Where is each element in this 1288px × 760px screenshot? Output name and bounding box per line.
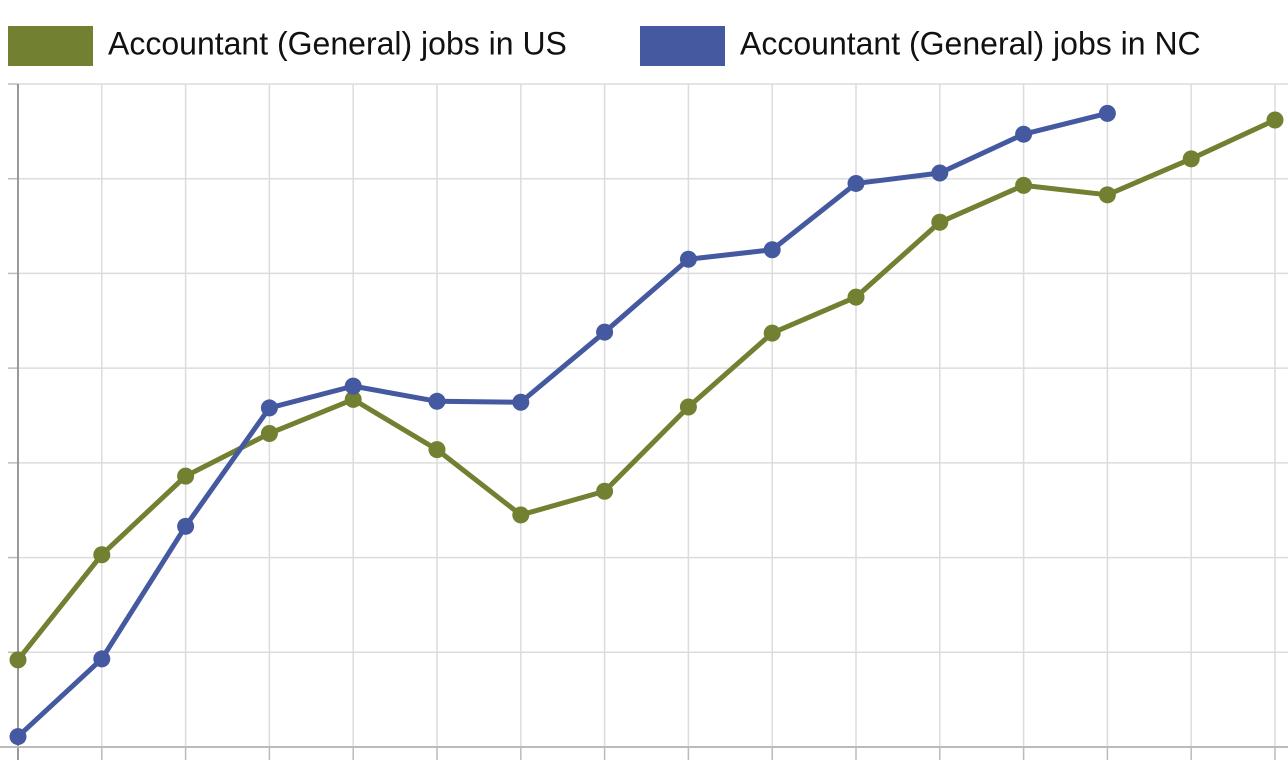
data-point	[931, 213, 949, 231]
data-point	[428, 392, 446, 410]
data-point	[260, 399, 278, 417]
data-point	[763, 324, 781, 342]
data-point	[9, 651, 27, 669]
legend-label: Accountant (General) jobs in NC	[740, 25, 1201, 61]
data-point	[1015, 125, 1033, 143]
data-point	[512, 506, 530, 524]
data-point	[1182, 150, 1200, 168]
data-point	[847, 288, 865, 306]
data-point	[1098, 104, 1116, 122]
data-point	[177, 517, 195, 535]
data-point	[847, 174, 865, 192]
series-line	[16, 110, 1109, 739]
data-point	[763, 241, 781, 259]
series-line	[16, 117, 1277, 662]
data-point	[931, 164, 949, 182]
legend-label: Accountant (General) jobs in US	[108, 25, 567, 61]
data-point	[1266, 111, 1284, 129]
legend-swatch	[640, 26, 725, 66]
data-point	[260, 424, 278, 442]
data-point	[9, 728, 27, 746]
legend-swatch	[8, 26, 93, 66]
data-point	[596, 323, 614, 341]
data-point	[93, 650, 111, 668]
data-point	[679, 250, 697, 268]
data-point	[428, 441, 446, 459]
data-point	[93, 546, 111, 564]
data-point	[1098, 186, 1116, 204]
data-point	[512, 393, 530, 411]
data-point	[344, 390, 362, 408]
data-point	[344, 377, 362, 395]
data-point	[1015, 176, 1033, 194]
data-point	[596, 482, 614, 500]
data-point	[679, 398, 697, 416]
data-point	[177, 467, 195, 485]
